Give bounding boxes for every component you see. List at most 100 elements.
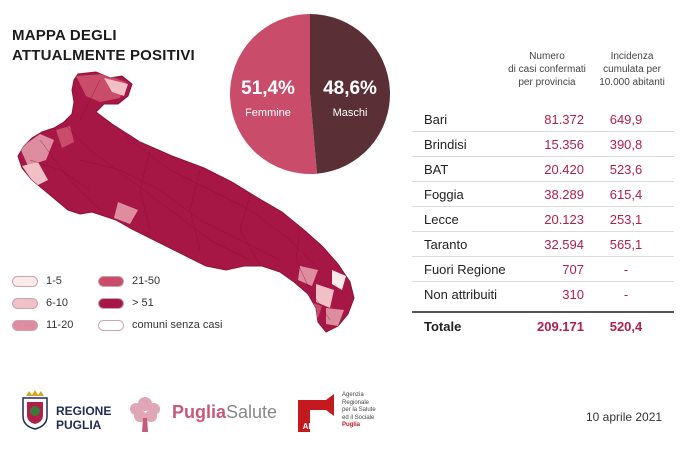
province-name: Bari [424, 112, 448, 127]
legend-label: 6-10 [46, 297, 69, 309]
province-incidence: 565,1 [609, 237, 643, 252]
table-row: Fuori Regione 707 - [412, 257, 674, 282]
total-incidence: 520,4 [609, 319, 643, 334]
map-legend: 1-5 6-10 11-20 21-50 > 51 comuni senza c… [12, 275, 272, 337]
legend-label: 1-5 [46, 275, 62, 287]
map-patch-subappennino [22, 162, 48, 186]
province-name: Taranto [424, 237, 468, 252]
province-cases: 81.372 [544, 112, 584, 127]
map-patch-foggia-center [56, 126, 74, 148]
map-borders [29, 79, 331, 321]
province-incidence: - [623, 287, 629, 302]
province-name: BAT [424, 162, 449, 177]
province-cases: 32.594 [544, 237, 584, 252]
header-incidence-line: Incidenza [610, 51, 654, 62]
page-title: MAPPA DEGLI ATTUALMENTE POSITIVI [12, 26, 195, 66]
table-row: Bari 81.372 649,9 [412, 107, 674, 132]
map-patch-salento-1 [298, 266, 318, 286]
legend-item-gt51: > 51 [98, 297, 154, 309]
title-line-2: ATTUALMENTE POSITIVI [12, 47, 195, 64]
province-incidence: 649,9 [609, 112, 643, 127]
legend-item-21-50: 21-50 [98, 275, 160, 287]
legend-item-none: comuni senza casi [98, 319, 223, 331]
map-patch-salento-2 [316, 284, 334, 308]
table-row: Lecce 20.123 253,1 [412, 207, 674, 232]
puglia-salute-bold: Puglia [172, 402, 227, 422]
aress-line: per la Salute [342, 407, 376, 413]
table-row: Foggia 38.289 615,4 [412, 182, 674, 207]
table-row: Brindisi 15.356 390,8 [412, 132, 674, 157]
total-cases: 209.171 [537, 319, 584, 334]
province-cases: 310 [562, 287, 584, 302]
legend-item-11-20: 11-20 [12, 319, 73, 331]
province-name: Brindisi [424, 137, 467, 152]
aress-line: Regionale [342, 399, 370, 406]
header-incidence-line: 10.000 abitanti [599, 77, 665, 88]
table-total-row: Totale 209.171 520,4 [412, 317, 674, 337]
puglia-salute-tree-logo [130, 397, 160, 432]
legend-label: 11-20 [46, 319, 74, 331]
province-cases: 707 [562, 262, 584, 277]
province-cases: 20.420 [544, 162, 584, 177]
header-cases-line: per provincia [518, 77, 576, 88]
aress-logo: AReSS [296, 392, 338, 434]
tree-leaves-icon [130, 397, 160, 422]
province-incidence: 523,6 [609, 162, 643, 177]
legend-swatch [98, 275, 124, 287]
province-name: Foggia [424, 187, 464, 202]
province-incidence: 253,1 [609, 212, 643, 227]
province-name: Fuori Regione [424, 262, 506, 277]
header-cases-line: Numero [529, 51, 565, 62]
legend-label: comuni senza casi [132, 319, 223, 331]
aress-line: ed il Sociale [342, 414, 375, 421]
header-incidence-line: cumulata per [603, 64, 661, 75]
aress-description: Agenzia Regionale per la Salute ed il So… [342, 392, 412, 430]
puglia-salute-light: Salute [226, 402, 278, 422]
pie-label-maschi: Maschi [333, 107, 368, 119]
legend-swatch [12, 297, 38, 309]
puglia-salute-wordmark: PugliaSalute [172, 402, 277, 423]
report-date: 10 aprile 2021 [586, 410, 663, 424]
aress-logo-text: AReSS [303, 422, 330, 431]
pie-label-femmine: Femmine [245, 107, 291, 119]
pie-value-femmine: 51,4% [241, 78, 295, 99]
pie-value-maschi: 48,6% [323, 78, 377, 99]
province-incidence: 615,4 [609, 187, 643, 202]
map-patch-foggia-west [20, 134, 54, 166]
header-cases-line: di casi confermati [508, 64, 586, 75]
map-patch-salento-3 [326, 308, 344, 326]
aress-line: Puglia [342, 422, 361, 428]
crown-icon [26, 390, 44, 396]
header-cases: Numero di casi confermati per provincia [502, 50, 592, 89]
province-incidence: - [623, 262, 629, 277]
regione-line: PUGLIA [56, 418, 102, 432]
legend-label: > 51 [132, 297, 154, 309]
province-name: Non attribuiti [424, 287, 497, 302]
legend-swatch [98, 319, 124, 331]
province-cases: 15.356 [544, 137, 584, 152]
tree-icon [30, 406, 40, 416]
regione-puglia-logo [22, 390, 48, 430]
pie-slice-maschi [310, 14, 390, 174]
regione-line: REGIONE [56, 404, 112, 418]
legend-item-6-10: 6-10 [12, 297, 68, 309]
province-cases: 38.289 [544, 187, 584, 202]
puglia-region-shape [17, 71, 355, 333]
province-cases: 20.123 [544, 212, 584, 227]
table-row: BAT 20.420 523,6 [412, 157, 674, 182]
legend-label: 21-50 [132, 275, 161, 287]
tree-trunk-icon [142, 418, 148, 432]
footer: REGIONE PUGLIA PugliaSalute AReSS Agenzi… [0, 384, 696, 444]
map-patch-gargano-east [104, 78, 128, 96]
legend-swatch [12, 319, 38, 331]
regione-puglia-wordmark: REGIONE PUGLIA [56, 404, 111, 432]
table-row: Taranto 32.594 565,1 [412, 232, 674, 257]
legend-swatch [12, 275, 38, 287]
total-label: Totale [424, 319, 462, 334]
header-incidence: Incidenza cumulata per 10.000 abitanti [594, 50, 670, 89]
legend-item-1-5: 1-5 [12, 275, 62, 287]
total-divider [412, 311, 674, 313]
map-patch-salento-4 [332, 270, 346, 290]
map-patch-murgia [114, 202, 138, 224]
province-name: Lecce [424, 212, 459, 227]
